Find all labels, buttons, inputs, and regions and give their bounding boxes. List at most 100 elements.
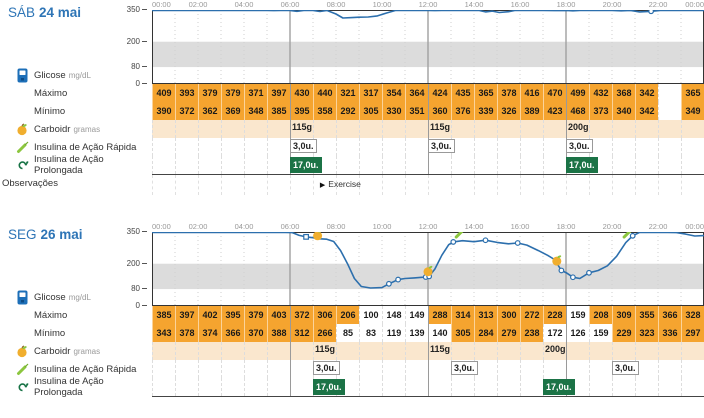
glucose-cell[interactable]: 349 <box>681 102 704 120</box>
glucose-cell[interactable]: 292 <box>336 102 359 120</box>
glucose-cell[interactable]: 208 <box>589 306 612 324</box>
glucose-cell[interactable]: 365 <box>681 84 704 102</box>
glucose-cell[interactable]: 342 <box>635 102 658 120</box>
carb-entry[interactable]: 115g <box>292 122 313 132</box>
glucose-cell[interactable]: 371 <box>244 84 267 102</box>
longi-entry[interactable]: 17,0u. <box>290 157 322 173</box>
glucose-cell[interactable]: 402 <box>198 306 221 324</box>
glucose-cell[interactable]: 85 <box>336 324 359 342</box>
glucose-cell[interactable]: 358 <box>313 102 336 120</box>
glucose-cell[interactable] <box>658 84 681 102</box>
glucose-cell[interactable]: 390 <box>152 102 175 120</box>
glucose-cell[interactable]: 468 <box>566 102 589 120</box>
glucose-cell[interactable]: 360 <box>428 102 451 120</box>
glucose-cell[interactable]: 385 <box>152 306 175 324</box>
carb-entry[interactable]: 115g <box>430 122 451 132</box>
glucose-cell[interactable]: 272 <box>520 306 543 324</box>
long-insulin-row[interactable]: 17,0u. 17,0u. <box>152 156 704 175</box>
glucose-cell[interactable]: 139 <box>405 324 428 342</box>
glucose-cell[interactable]: 403 <box>267 306 290 324</box>
glucose-cell[interactable]: 395 <box>290 102 313 120</box>
glucose-cell[interactable]: 148 <box>382 306 405 324</box>
glucose-cell[interactable]: 100 <box>359 306 382 324</box>
glucose-cell[interactable]: 397 <box>267 84 290 102</box>
glucose-cell[interactable]: 369 <box>221 102 244 120</box>
glucose-cell[interactable]: 368 <box>612 84 635 102</box>
longi-entry[interactable]: 17,0u. <box>566 157 598 173</box>
glucose-cell[interactable]: 355 <box>635 306 658 324</box>
carb-entry[interactable]: 115g <box>315 344 336 354</box>
rapid-insulin-row[interactable]: 3,0u. 3,0u. 3,0u. <box>152 138 704 156</box>
glucose-cell[interactable]: 366 <box>221 324 244 342</box>
glucose-cell[interactable]: 339 <box>474 102 497 120</box>
glucose-cell[interactable]: 312 <box>290 324 313 342</box>
glucose-cell[interactable]: 370 <box>244 324 267 342</box>
rapid-insulin-row[interactable]: 3,0u. 3,0u. 3,0u. <box>152 360 704 378</box>
glucose-cell[interactable]: 279 <box>497 324 520 342</box>
longi-entry[interactable]: 17,0u. <box>543 379 575 395</box>
glucose-cell[interactable]: 336 <box>658 324 681 342</box>
rapid-entry[interactable]: 3,0u. <box>313 361 340 375</box>
glucose-cell[interactable]: 330 <box>382 102 405 120</box>
glucose-cell[interactable]: 379 <box>198 84 221 102</box>
glucose-cell[interactable]: 305 <box>359 102 382 120</box>
glucose-cell[interactable]: 238 <box>520 324 543 342</box>
glucose-cell[interactable]: 424 <box>428 84 451 102</box>
glucose-cell[interactable]: 313 <box>474 306 497 324</box>
glucose-cell[interactable]: 342 <box>635 84 658 102</box>
glucose-cell[interactable]: 379 <box>221 84 244 102</box>
glucose-cell[interactable]: 372 <box>290 306 313 324</box>
glucose-cell[interactable]: 323 <box>635 324 658 342</box>
glucose-cell[interactable]: 340 <box>612 102 635 120</box>
glucose-cell[interactable]: 378 <box>175 324 198 342</box>
glucose-cell[interactable]: 140 <box>428 324 451 342</box>
glucose-cell[interactable]: 126 <box>566 324 589 342</box>
glucose-cell[interactable]: 432 <box>589 84 612 102</box>
glucose-chart[interactable] <box>152 10 704 84</box>
glucose-cell[interactable]: 172 <box>543 324 566 342</box>
carb-row[interactable]: 115g 115g 200g <box>152 120 704 138</box>
glucose-cell[interactable]: 159 <box>566 306 589 324</box>
glucose-cell[interactable]: 119 <box>382 324 405 342</box>
glucose-cell[interactable]: 364 <box>405 84 428 102</box>
glucose-cell[interactable]: 470 <box>543 84 566 102</box>
glucose-cell[interactable]: 305 <box>451 324 474 342</box>
glucose-cell[interactable]: 362 <box>198 102 221 120</box>
glucose-cell[interactable]: 416 <box>520 84 543 102</box>
carb-row[interactable]: 115g 115g 200g <box>152 342 704 360</box>
minimo-row[interactable]: 390 372 362 369 348 385 395 358 292 305 330 351 360 3… <box>152 102 704 120</box>
glucose-cell[interactable]: 343 <box>152 324 175 342</box>
glucose-cell[interactable]: 430 <box>290 84 313 102</box>
glucose-cell[interactable]: 351 <box>405 102 428 120</box>
glucose-cell[interactable]: 321 <box>336 84 359 102</box>
glucose-cell[interactable]: 397 <box>175 306 198 324</box>
glucose-cell[interactable]: 317 <box>359 84 382 102</box>
observations-row[interactable]: ▶ Exercise <box>152 175 704 195</box>
carb-entry[interactable]: 200g <box>568 122 589 132</box>
glucose-cell[interactable]: 206 <box>336 306 359 324</box>
glucose-cell[interactable]: 300 <box>497 306 520 324</box>
maximo-row[interactable]: 409 393 379 379 371 397 430 440 321 317 354 364 424 4… <box>152 84 704 102</box>
rapid-entry[interactable]: 3,0u. <box>566 139 593 153</box>
carb-entry[interactable]: 115g <box>430 344 451 354</box>
glucose-cell[interactable]: 423 <box>543 102 566 120</box>
glucose-cell[interactable]: 284 <box>474 324 497 342</box>
glucose-cell[interactable]: 309 <box>612 306 635 324</box>
glucose-cell[interactable]: 229 <box>612 324 635 342</box>
carb-entry[interactable]: 200g <box>545 344 566 354</box>
glucose-cell[interactable]: 499 <box>566 84 589 102</box>
glucose-cell[interactable]: 373 <box>589 102 612 120</box>
glucose-cell[interactable]: 288 <box>428 306 451 324</box>
glucose-cell[interactable]: 365 <box>474 84 497 102</box>
glucose-cell[interactable]: 409 <box>152 84 175 102</box>
glucose-cell[interactable]: 159 <box>589 324 612 342</box>
glucose-cell[interactable]: 435 <box>451 84 474 102</box>
glucose-cell[interactable]: 376 <box>451 102 474 120</box>
glucose-cell[interactable]: 306 <box>313 306 336 324</box>
glucose-cell[interactable]: 354 <box>382 84 405 102</box>
rapid-entry[interactable]: 3,0u. <box>612 361 639 375</box>
glucose-chart[interactable] <box>152 232 704 306</box>
glucose-cell[interactable]: 379 <box>244 306 267 324</box>
rapid-entry[interactable]: 3,0u. <box>451 361 478 375</box>
glucose-cell[interactable]: 348 <box>244 102 267 120</box>
